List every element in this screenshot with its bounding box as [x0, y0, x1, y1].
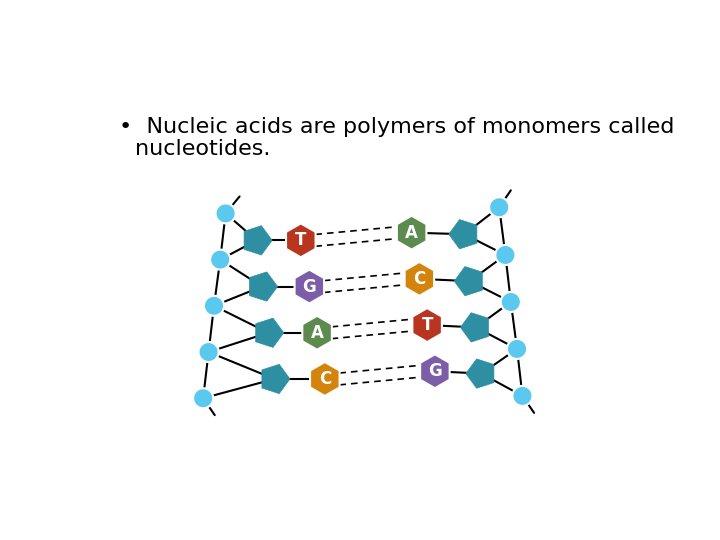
Text: C: C — [413, 270, 426, 288]
Circle shape — [204, 296, 224, 316]
Circle shape — [489, 197, 509, 217]
Polygon shape — [454, 267, 482, 296]
Polygon shape — [413, 308, 442, 342]
Text: G: G — [302, 278, 316, 295]
Polygon shape — [250, 272, 277, 301]
Polygon shape — [302, 316, 332, 350]
Polygon shape — [397, 215, 426, 249]
Polygon shape — [256, 318, 284, 347]
Circle shape — [500, 292, 521, 312]
Polygon shape — [286, 224, 315, 257]
Text: T: T — [295, 231, 307, 249]
Text: nucleotides.: nucleotides. — [135, 139, 270, 159]
Text: C: C — [319, 370, 331, 388]
Polygon shape — [294, 269, 324, 303]
Text: A: A — [310, 324, 323, 342]
Polygon shape — [310, 362, 340, 396]
Polygon shape — [461, 313, 488, 342]
Polygon shape — [449, 220, 477, 249]
Polygon shape — [405, 262, 434, 296]
Polygon shape — [244, 226, 272, 255]
Circle shape — [215, 204, 235, 224]
Polygon shape — [420, 354, 450, 388]
Text: A: A — [405, 224, 418, 242]
Circle shape — [507, 339, 527, 359]
Circle shape — [199, 342, 219, 362]
Circle shape — [513, 386, 533, 406]
Circle shape — [210, 249, 230, 269]
Circle shape — [495, 245, 516, 265]
Polygon shape — [262, 364, 290, 394]
Circle shape — [193, 388, 213, 408]
Polygon shape — [466, 359, 494, 388]
Text: •  Nucleic acids are polymers of monomers called: • Nucleic acids are polymers of monomers… — [120, 117, 675, 137]
Text: G: G — [428, 362, 442, 380]
Text: T: T — [421, 316, 433, 334]
